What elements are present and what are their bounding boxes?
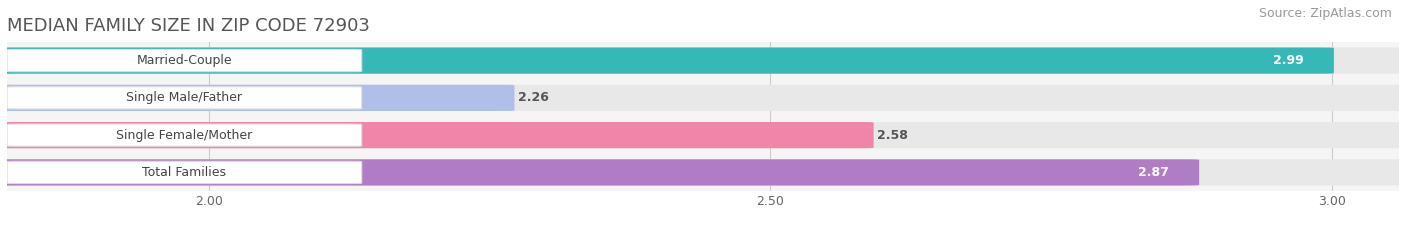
FancyBboxPatch shape — [0, 159, 1199, 185]
FancyBboxPatch shape — [0, 85, 515, 111]
FancyBboxPatch shape — [7, 124, 361, 146]
Text: Total Families: Total Families — [142, 166, 226, 179]
Text: 2.58: 2.58 — [877, 129, 908, 142]
FancyBboxPatch shape — [0, 159, 1406, 185]
FancyBboxPatch shape — [7, 161, 361, 184]
FancyBboxPatch shape — [0, 122, 1406, 148]
Text: 2.99: 2.99 — [1272, 54, 1303, 67]
FancyBboxPatch shape — [7, 87, 361, 109]
Text: 2.87: 2.87 — [1137, 166, 1168, 179]
Text: Source: ZipAtlas.com: Source: ZipAtlas.com — [1258, 7, 1392, 20]
FancyBboxPatch shape — [0, 85, 1406, 111]
FancyBboxPatch shape — [0, 48, 1334, 74]
Text: 2.26: 2.26 — [517, 91, 548, 104]
Text: Single Male/Father: Single Male/Father — [127, 91, 242, 104]
Text: MEDIAN FAMILY SIZE IN ZIP CODE 72903: MEDIAN FAMILY SIZE IN ZIP CODE 72903 — [7, 17, 370, 35]
Text: Single Female/Mother: Single Female/Mother — [117, 129, 253, 142]
Text: Married-Couple: Married-Couple — [136, 54, 232, 67]
FancyBboxPatch shape — [7, 49, 361, 72]
FancyBboxPatch shape — [0, 122, 873, 148]
FancyBboxPatch shape — [0, 48, 1406, 74]
